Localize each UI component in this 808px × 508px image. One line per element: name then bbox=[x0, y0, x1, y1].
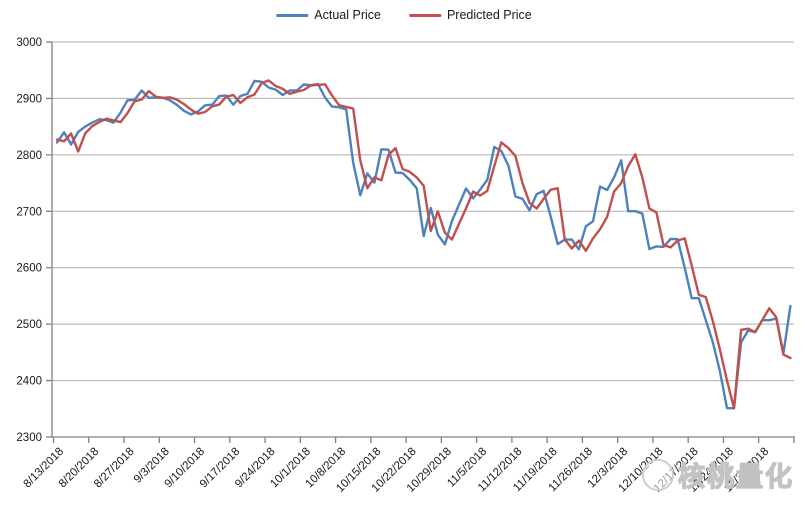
axes bbox=[46, 41, 795, 443]
y-tick-label: 2600 bbox=[16, 263, 42, 275]
legend-item-actual[interactable]: Actual Price bbox=[276, 8, 381, 22]
actual-line-swatch bbox=[276, 13, 309, 17]
y-tick-label: 2500 bbox=[16, 319, 42, 331]
predicted-line-swatch bbox=[408, 13, 441, 17]
predicted-price-line bbox=[55, 79, 792, 410]
y-tick-label: 2300 bbox=[16, 432, 42, 444]
y-tick-label: 2400 bbox=[16, 376, 42, 388]
y-tick-label: 2900 bbox=[16, 93, 42, 105]
actual-price-line bbox=[55, 79, 792, 410]
legend-label-predicted: Predicted Price bbox=[446, 8, 532, 22]
legend-item-predicted[interactable]: Predicted Price bbox=[408, 8, 532, 22]
legend-label-actual: Actual Price bbox=[314, 8, 381, 22]
y-tick-label: 3000 bbox=[16, 37, 42, 49]
y-tick-label: 2700 bbox=[16, 206, 42, 218]
chart-legend: Actual Price Predicted Price bbox=[276, 8, 532, 22]
y-tick-label: 2800 bbox=[16, 150, 42, 162]
y-axis-labels: 2300 2400 2500 2600 2700 2800 2900 3000 bbox=[16, 37, 42, 444]
x-axis-labels: 8/13/20188/20/20188/27/20189/3/20189/10/… bbox=[21, 446, 771, 495]
